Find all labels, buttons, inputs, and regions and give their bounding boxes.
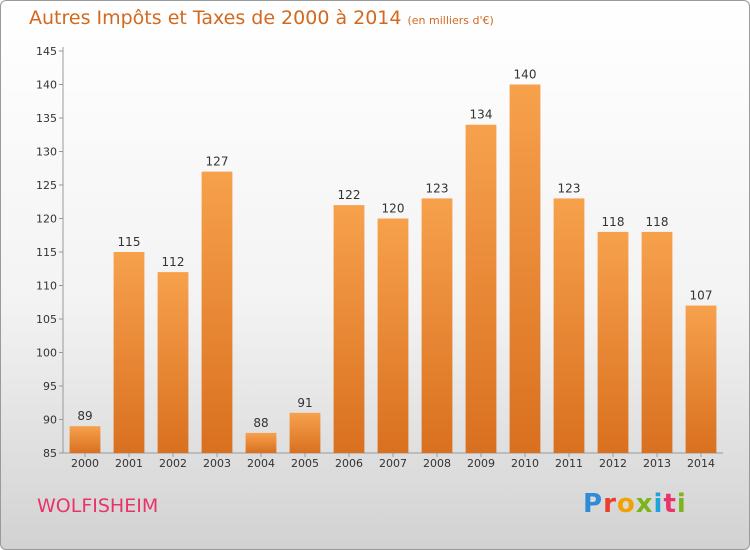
x-tick-label: 2002 — [159, 457, 187, 470]
bar — [333, 205, 365, 453]
logo-letter: i — [676, 489, 687, 519]
bar — [509, 84, 541, 453]
logo-letter: o — [616, 489, 636, 519]
bar — [641, 231, 673, 453]
bar — [245, 432, 277, 453]
bar — [201, 171, 233, 453]
x-tick-label: 2008 — [423, 457, 451, 470]
y-tick-label: 100 — [36, 347, 57, 360]
x-tick-label: 2011 — [555, 457, 583, 470]
bar — [113, 252, 145, 453]
bar — [421, 198, 453, 453]
chart-subtitle: (en milliers d'€) — [407, 14, 494, 27]
x-tick-label: 2004 — [247, 457, 275, 470]
y-tick-label: 90 — [43, 414, 57, 427]
bar-value-label: 88 — [253, 416, 268, 430]
bar — [69, 426, 101, 453]
y-tick-label: 105 — [36, 313, 57, 326]
bar-value-label: 118 — [646, 215, 669, 229]
y-tick-label: 95 — [43, 380, 57, 393]
bar-value-label: 123 — [558, 181, 581, 195]
y-tick-label: 125 — [36, 179, 57, 192]
bar-value-label: 118 — [602, 215, 625, 229]
logo-letter: r — [603, 489, 617, 519]
proxiti-logo[interactable]: Proxiti — [583, 489, 687, 519]
chart-title: Autres Impôts et Taxes de 2000 à 2014 (en… — [29, 7, 494, 29]
x-tick-label: 2012 — [599, 457, 627, 470]
y-tick-label: 115 — [36, 246, 57, 259]
x-tick-label: 2005 — [291, 457, 319, 470]
bar-value-label: 127 — [206, 155, 229, 169]
bar-value-label: 115 — [118, 235, 141, 249]
x-tick-label: 2014 — [687, 457, 715, 470]
bar — [465, 124, 497, 453]
bar-value-label: 140 — [514, 68, 537, 82]
bar — [157, 272, 189, 453]
bar-value-label: 112 — [162, 255, 185, 269]
logo-letter: i — [653, 489, 664, 519]
x-tick-label: 2007 — [379, 457, 407, 470]
y-tick-label: 85 — [43, 447, 57, 460]
x-tick-label: 2006 — [335, 457, 363, 470]
bar-value-label: 123 — [426, 181, 449, 195]
bar-value-label: 122 — [338, 188, 361, 202]
y-tick-label: 140 — [36, 79, 57, 92]
bar-value-label: 89 — [77, 409, 92, 423]
y-tick-label: 130 — [36, 146, 57, 159]
bar — [553, 198, 585, 453]
x-tick-label: 2009 — [467, 457, 495, 470]
bar-value-label: 107 — [690, 289, 713, 303]
title-text: Autres Impôts et Taxes de 2000 à 2014 — [29, 7, 402, 29]
x-tick-label: 2003 — [203, 457, 231, 470]
x-tick-label: 2010 — [511, 457, 539, 470]
logo-letter: t — [663, 489, 677, 519]
y-tick-label: 110 — [36, 280, 57, 293]
logo-letter: P — [583, 489, 604, 519]
x-tick-label: 2013 — [643, 457, 671, 470]
bar — [289, 412, 321, 453]
logo-letter: x — [635, 489, 654, 519]
bar — [377, 218, 409, 453]
y-tick-label: 145 — [36, 45, 57, 58]
y-tick-label: 120 — [36, 213, 57, 226]
bar-value-label: 91 — [297, 396, 312, 410]
x-tick-label: 2000 — [71, 457, 99, 470]
commune-name: WOLFISHEIM — [37, 495, 159, 517]
bar-value-label: 134 — [470, 108, 493, 122]
bar — [597, 231, 629, 453]
bar — [685, 305, 717, 453]
x-tick-label: 2001 — [115, 457, 143, 470]
bar-value-label: 120 — [382, 202, 405, 216]
y-tick-label: 135 — [36, 112, 57, 125]
